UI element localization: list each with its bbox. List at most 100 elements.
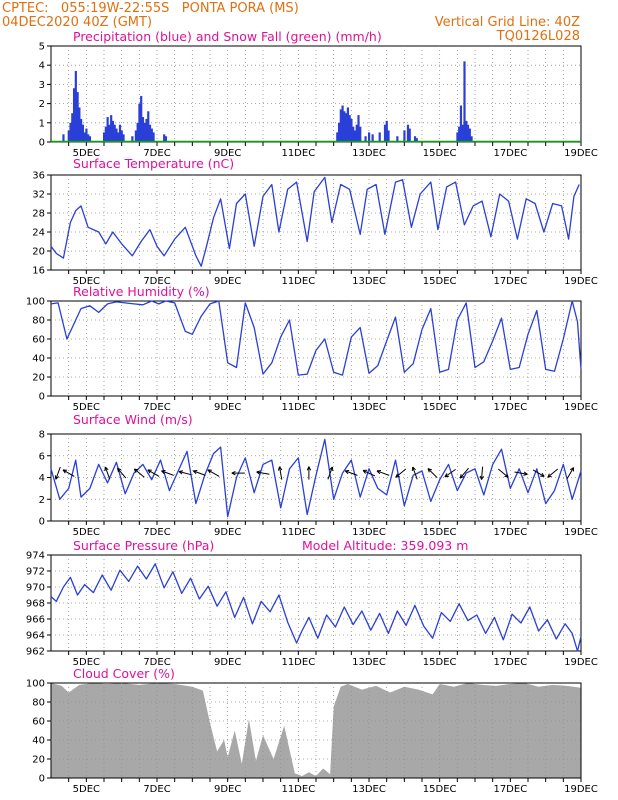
precip-bar <box>76 92 79 142</box>
precip-bar <box>459 105 463 142</box>
y-tick-label: 80 <box>32 316 45 327</box>
x-tick-label: 13DEC <box>352 402 386 413</box>
wind-arrow <box>444 468 456 478</box>
precip-bar <box>111 120 115 142</box>
y-tick-label: 0 <box>39 774 45 785</box>
precip-bar <box>353 130 357 142</box>
x-tick-label: 15DEC <box>423 657 457 668</box>
y-tick-label: 2 <box>39 495 45 506</box>
precip-bar <box>371 134 374 142</box>
precip-bar <box>147 111 150 142</box>
y-tick-label: 4 <box>39 61 45 72</box>
x-tick-label: 13DEC <box>352 784 386 795</box>
y-tick-label: 36 <box>32 171 45 182</box>
wind-arrow <box>411 466 418 480</box>
precip-bar <box>104 126 107 142</box>
y-tick-label: 0 <box>39 517 45 528</box>
precip-bar <box>106 117 109 142</box>
wind-arrow <box>161 470 174 476</box>
y-tick-label: 6 <box>39 451 45 462</box>
wind-arrow <box>54 466 61 480</box>
precip-bar <box>117 132 120 142</box>
x-tick-label: 17DEC <box>493 527 527 538</box>
precip-bar <box>78 107 81 142</box>
precip-bar <box>396 136 399 142</box>
precip-bar <box>343 111 346 142</box>
header-code: TQ0126L028 <box>496 29 580 44</box>
x-tick-label: 7DEC <box>143 657 170 668</box>
panel-3: 0 20 40 60 80 100 5DEC 7DEC 9DEC 11DEC 13DEC 15DEC 1… <box>26 284 598 413</box>
wind-arrow <box>532 469 545 477</box>
y-tick-label: 5 <box>39 42 45 53</box>
y-tick-label: 3 <box>39 80 45 91</box>
precip-bar <box>163 134 166 142</box>
wind-arrow <box>344 470 358 476</box>
panel-4: 0 2 4 6 8 5DEC 7DEC 9DEC 11DEC 13DEC 15DEC 17DEC 19D… <box>39 412 598 538</box>
series-line <box>50 176 580 267</box>
y-tick-label: 2 <box>39 99 45 110</box>
wind-arrow <box>547 468 559 478</box>
y-tick-label: 20 <box>32 373 45 384</box>
precip-bar <box>461 124 464 142</box>
y-tick-label: 40 <box>32 736 45 747</box>
x-tick-label: 19DEC <box>564 657 598 668</box>
precip-bar <box>74 70 77 142</box>
precip-bar <box>406 124 410 142</box>
x-tick-label: 5DEC <box>73 402 100 413</box>
precip-bar <box>463 61 466 142</box>
x-tick-label: 7DEC <box>143 402 170 413</box>
x-tick-label: 15DEC <box>423 784 457 795</box>
panel-1: 0 1 2 3 4 5 5DEC 7DEC 9DEC 11DEC 13DEC 15DEC 17DEC 19… <box>39 29 598 159</box>
wind-arrow <box>147 469 160 477</box>
precip-bar <box>355 124 358 142</box>
series-line <box>50 563 582 652</box>
precip-bar <box>385 120 388 142</box>
x-tick-label: 19DEC <box>564 527 598 538</box>
precip-bar <box>138 103 141 142</box>
wind-arrow <box>306 466 312 480</box>
precip-bar <box>143 122 146 142</box>
x-tick-label: 13DEC <box>352 148 386 159</box>
x-tick-label: 7DEC <box>143 527 170 538</box>
panel-title: Surface Temperature (nC) <box>73 156 234 171</box>
x-tick-label: 17DEC <box>493 276 527 287</box>
precip-bar <box>69 122 72 142</box>
precip-bar <box>108 124 111 142</box>
x-tick-label: 13DEC <box>352 527 386 538</box>
precip-bar <box>387 130 390 142</box>
x-tick-label: 5DEC <box>73 784 100 795</box>
precip-bar <box>346 107 349 142</box>
y-tick-label: 100 <box>26 297 45 308</box>
header-date: 04DEC2020 40Z (GMT) <box>2 15 153 30</box>
x-tick-label: 15DEC <box>423 527 457 538</box>
wind-arrow <box>133 468 145 478</box>
precip-bar <box>359 126 362 142</box>
y-tick-label: 0 <box>39 138 45 149</box>
panel-title: Cloud Cover (%) <box>73 666 175 681</box>
panel-title: Precipitation (blue) and Snow Fall (gree… <box>73 29 382 44</box>
wind-arrow <box>376 470 390 476</box>
wind-arrow <box>178 470 192 476</box>
precip-bar <box>413 136 417 142</box>
y-tick-label: 20 <box>32 755 45 766</box>
x-tick-label: 17DEC <box>493 402 527 413</box>
panel-title: Surface Pressure (hPa) <box>73 538 214 553</box>
precip-bar <box>141 117 145 142</box>
y-tick-label: 80 <box>32 698 45 709</box>
x-tick-label: 17DEC <box>493 784 527 795</box>
x-tick-label: 11DEC <box>281 784 315 795</box>
precip-bar <box>468 128 471 142</box>
y-tick-label: 20 <box>32 247 45 258</box>
x-tick-label: 9DEC <box>214 148 241 159</box>
y-tick-label: 32 <box>32 190 45 201</box>
y-tick-label: 974 <box>26 551 45 562</box>
wind-arrow <box>207 469 220 477</box>
precip-bar <box>458 126 461 142</box>
x-tick-label: 11DEC <box>281 402 315 413</box>
wind-arrow <box>362 469 376 477</box>
precip-bar <box>350 118 353 142</box>
x-tick-label: 9DEC <box>214 784 241 795</box>
wind-arrow <box>117 467 127 479</box>
y-tick-label: 0 <box>39 392 45 403</box>
